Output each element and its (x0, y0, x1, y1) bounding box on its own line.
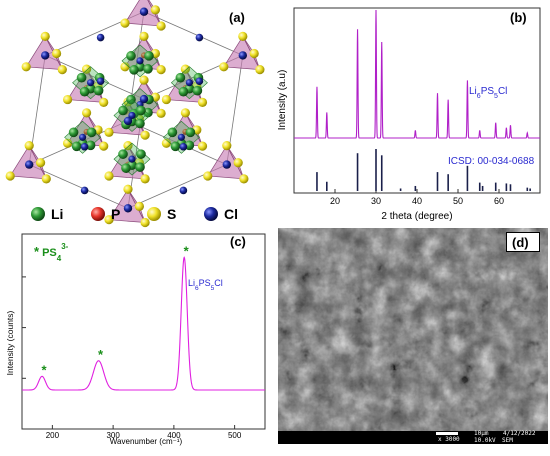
sem-micrograph (278, 228, 548, 444)
raman-spectrum-line (22, 256, 265, 391)
panel-label-d-box: (d) (506, 232, 540, 252)
sem-scale-text: 10μm (474, 430, 489, 437)
xrd-chart: 20 30 40 50 60 Intensity (a.u) 2 theta (degr… (277, 7, 541, 222)
cl-ions (25, 7, 247, 213)
li-cages (64, 44, 208, 176)
raman-x-tick-label: 200 (46, 431, 60, 440)
xrd-x-axis-label: 2 theta (degree) (381, 211, 452, 222)
sem-info-bar: x 3000 10μm 4/12/2022 10.0kV SEM (278, 430, 548, 444)
legend-label-s: S (167, 206, 176, 222)
legend-item-li: Li (31, 206, 63, 222)
legend-item-p: P (91, 206, 120, 222)
ps4-legend-label: * PS43- (34, 242, 69, 263)
raman-chart: 200 300 400 500 * * * Intensity (counts) Wave… (5, 233, 266, 446)
legend-item-cl: Cl (204, 206, 238, 222)
raman-peak-star: * (98, 347, 104, 362)
xrd-x-tick-label: 30 (371, 196, 381, 206)
raman-compound-label: Li6PS5Cl (188, 278, 223, 292)
xrd-x-tick-label: 40 (412, 196, 422, 206)
panel-d: x 3000 10μm 4/12/2022 10.0kV SEM (d) (278, 228, 548, 444)
panel-label-d: (d) (512, 235, 529, 250)
xrd-reference-label: ICSD: 00-034-0688 (448, 156, 535, 167)
panel-a: (a) Li P S Cl (0, 0, 272, 228)
xrd-x-tick-label: 50 (453, 196, 463, 206)
legend-label-p: P (111, 206, 120, 222)
xrd-pattern-line (294, 9, 540, 139)
raman-y-axis-label: Intensity (counts) (5, 310, 15, 375)
raman-peak-star: * (42, 362, 48, 377)
sem-voltage: 10.0kV (474, 437, 496, 444)
legend-label-li: Li (51, 206, 63, 222)
legend-label-cl: Cl (224, 206, 238, 222)
sem-magnification: x 3000 (438, 436, 460, 443)
legend-item-s: S (147, 206, 176, 222)
raman-x-axis-label: Wavenumber (cm⁻¹) (110, 437, 183, 446)
xrd-x-tick-label: 60 (494, 196, 504, 206)
atom-legend: Li P S Cl (26, 203, 266, 225)
xrd-y-axis-label: Intensity (a.u) (277, 70, 288, 131)
raman-x-tick-label: 300 (106, 431, 120, 440)
raman-x-tick-label: 500 (228, 431, 242, 440)
xrd-compound-label: Li6PS5Cl (469, 86, 507, 100)
crystal-lattice (5, 0, 265, 228)
panel-label-a: (a) (229, 10, 245, 25)
raman-x-tick-label: 400 (167, 431, 181, 440)
crystal-structure-image (5, 0, 265, 228)
sem-mode: SEM (502, 437, 513, 444)
panel-c: 200 300 400 500 * * * Intensity (counts) Wave… (0, 228, 272, 451)
panel-label-b: (b) (510, 10, 527, 25)
panel-label-c: (c) (230, 234, 246, 249)
xrd-x-tick-label: 20 (330, 196, 340, 206)
raman-peak-star: * (184, 243, 190, 258)
sem-scale-bar (436, 432, 458, 435)
raman-plot-frame (21, 233, 266, 430)
panel-b: 20 30 40 50 60 Intensity (a.u) 2 theta (degr… (272, 0, 550, 228)
sem-date: 4/12/2022 (503, 430, 536, 437)
